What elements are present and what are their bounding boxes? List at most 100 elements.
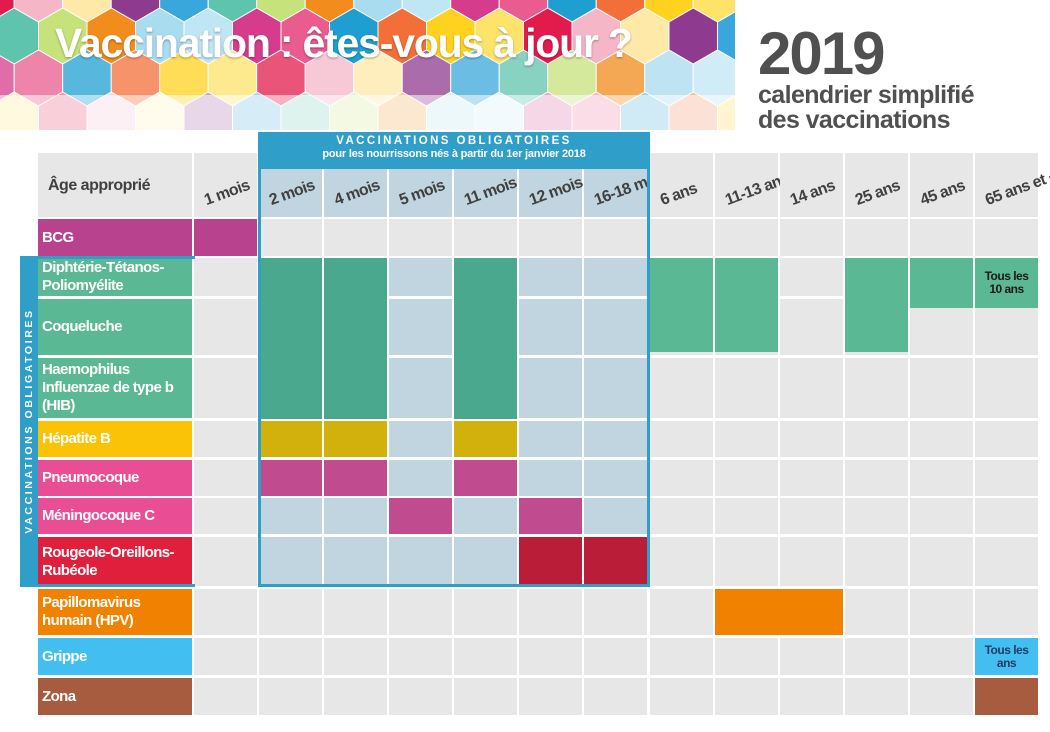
table-cell — [910, 460, 973, 496]
table-cell — [584, 460, 647, 496]
table-cell — [324, 219, 387, 256]
table-cell — [454, 638, 517, 675]
dose-mark — [519, 498, 582, 534]
side-mandatory-band — [20, 256, 38, 587]
table-cell — [910, 589, 973, 635]
table-cell — [519, 638, 582, 675]
table-cell — [389, 421, 452, 457]
table-cell — [389, 589, 452, 635]
age-header-cell — [975, 153, 1038, 217]
hexagon-pattern — [0, 0, 735, 130]
table-cell — [584, 638, 647, 675]
table-cell — [975, 358, 1038, 418]
table-cell — [910, 638, 973, 675]
dose-mark — [259, 258, 322, 419]
vaccine-label: Zona — [38, 678, 192, 715]
table-cell — [715, 358, 778, 418]
table-cell — [454, 498, 517, 534]
table-cell — [845, 358, 908, 418]
table-cell — [845, 678, 908, 715]
table-cell — [389, 537, 452, 586]
table-cell — [780, 219, 843, 256]
dose-mark — [454, 421, 517, 457]
dose-mark — [975, 258, 1038, 308]
table-cell — [324, 589, 387, 635]
table-cell — [910, 299, 973, 355]
table-cell — [389, 358, 452, 418]
table-cell — [910, 421, 973, 457]
table-cell — [259, 537, 322, 586]
dose-mark — [975, 638, 1038, 675]
dose-mark — [975, 678, 1038, 715]
dose-mark — [715, 589, 843, 635]
table-cell — [519, 299, 582, 355]
table-cell — [845, 638, 908, 675]
table-cell — [975, 219, 1038, 256]
table-cell — [259, 589, 322, 635]
table-cell — [780, 421, 843, 457]
table-cell — [780, 460, 843, 496]
table-cell — [519, 258, 582, 296]
table-cell — [584, 589, 647, 635]
table-cell — [194, 678, 257, 715]
table-cell — [975, 299, 1038, 355]
table-cell — [650, 589, 713, 635]
dose-mark — [715, 258, 778, 352]
table-cell — [650, 421, 713, 457]
dose-mark — [910, 258, 973, 308]
age-header-cell — [715, 153, 778, 217]
table-cell — [584, 258, 647, 296]
table-cell — [519, 678, 582, 715]
table-cell — [519, 358, 582, 418]
age-header-cell — [194, 153, 257, 217]
table-cell — [389, 258, 452, 296]
dose-mark — [389, 498, 452, 534]
vaccine-label: Méningocoque C — [38, 498, 192, 534]
table-cell — [259, 219, 322, 256]
vaccine-label: Grippe — [38, 638, 192, 675]
table-cell — [715, 421, 778, 457]
table-cell — [324, 498, 387, 534]
vaccine-label: Hépatite B — [38, 421, 192, 457]
dose-mark — [650, 258, 713, 352]
dose-mark — [259, 421, 322, 457]
table-cell — [910, 498, 973, 534]
mandatory-subtitle: pour les nourrissons nés à partir du 1er… — [322, 148, 586, 160]
dose-mark — [324, 460, 387, 496]
table-cell — [715, 678, 778, 715]
age-header-cell — [650, 153, 713, 217]
table-cell — [584, 219, 647, 256]
table-cell — [324, 537, 387, 586]
table-cell — [389, 219, 452, 256]
table-cell — [194, 358, 257, 418]
table-cell — [650, 638, 713, 675]
table-cell — [324, 638, 387, 675]
table-cell — [910, 678, 973, 715]
table-cell — [715, 498, 778, 534]
table-cell — [780, 498, 843, 534]
table-cell — [194, 589, 257, 635]
table-cell — [259, 678, 322, 715]
table-cell — [780, 537, 843, 586]
dose-mark — [194, 219, 257, 256]
table-cell — [845, 460, 908, 496]
table-cell — [194, 258, 257, 296]
table-cell — [910, 358, 973, 418]
table-cell — [194, 460, 257, 496]
table-cell — [845, 537, 908, 586]
table-cell — [780, 678, 843, 715]
mandatory-title: VACCINATIONS OBLIGATOIRES — [336, 135, 572, 147]
dose-mark — [324, 421, 387, 457]
table-cell — [715, 537, 778, 586]
vaccine-label: BCG — [38, 219, 192, 256]
table-cell — [584, 421, 647, 457]
table-cell — [519, 219, 582, 256]
table-cell — [650, 358, 713, 418]
page-title: Vaccination : êtes-vous à jour ? — [55, 20, 633, 66]
table-cell — [454, 537, 517, 586]
table-cell — [194, 299, 257, 355]
table-cell — [584, 678, 647, 715]
dose-mark — [454, 258, 517, 419]
table-cell — [975, 589, 1038, 635]
age-column-header: Âge approprié — [38, 153, 192, 217]
